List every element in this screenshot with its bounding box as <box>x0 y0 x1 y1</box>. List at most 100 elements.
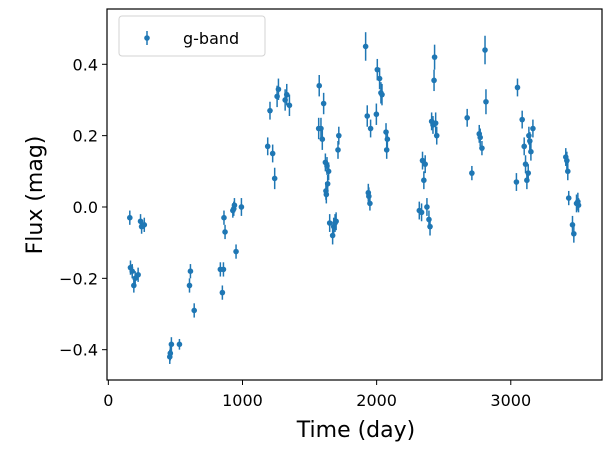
data-marker <box>564 157 570 164</box>
plot-area <box>106 8 603 381</box>
data-point <box>168 337 175 352</box>
data-point <box>264 137 271 156</box>
data-marker <box>431 77 437 84</box>
legend: g-band <box>118 15 266 57</box>
data-point <box>477 128 483 147</box>
data-point <box>238 198 245 216</box>
data-point <box>384 130 391 149</box>
data-point <box>418 203 425 222</box>
data-marker <box>424 204 430 210</box>
data-marker <box>329 232 336 239</box>
data-marker <box>431 54 438 60</box>
data-point <box>319 128 326 150</box>
data-point <box>336 126 342 145</box>
data-marker <box>514 84 521 91</box>
data-marker <box>187 268 194 274</box>
data-point <box>427 217 433 236</box>
data-point <box>275 78 282 100</box>
data-marker <box>376 75 383 82</box>
data-marker <box>513 179 520 185</box>
data-marker <box>526 132 532 139</box>
data-marker <box>333 218 339 225</box>
data-marker <box>286 102 293 109</box>
data-marker <box>367 200 373 207</box>
data-point <box>127 210 133 225</box>
legend-box <box>118 15 266 57</box>
data-marker <box>186 282 193 289</box>
y-tick-label: −0.4 <box>59 341 98 360</box>
data-point <box>565 190 572 206</box>
data-marker <box>176 341 183 348</box>
data-marker <box>127 214 133 221</box>
data-marker <box>464 115 470 121</box>
data-point <box>135 267 141 282</box>
data-point <box>141 217 148 232</box>
data-point <box>186 278 193 293</box>
data-marker <box>521 143 527 150</box>
data-point <box>333 212 339 231</box>
data-marker <box>482 47 488 53</box>
data-point <box>519 110 525 129</box>
data-point <box>129 264 136 279</box>
x-tick-label: 1000 <box>222 391 263 410</box>
data-point <box>316 74 323 97</box>
data-marker <box>575 202 582 209</box>
data-point <box>528 142 534 161</box>
data-marker <box>336 132 342 139</box>
data-point <box>469 165 475 181</box>
data-point <box>530 119 536 138</box>
data-point <box>324 174 331 193</box>
data-point <box>267 101 273 120</box>
data-marker <box>362 43 369 50</box>
data-marker <box>432 120 439 126</box>
data-point <box>479 140 485 156</box>
x-axis-label: Time (day) <box>296 418 415 443</box>
data-marker <box>324 180 331 187</box>
axis-ticks: 0 1000 2000 3000 −0.4 −0.2 0.0 0.2 0.4 <box>59 55 531 410</box>
data-marker <box>519 116 525 123</box>
data-marker <box>231 202 238 209</box>
data-marker <box>325 168 332 175</box>
data-marker <box>367 125 374 132</box>
data-marker <box>364 113 371 119</box>
data-marker <box>522 161 529 167</box>
data-point <box>283 83 290 106</box>
data-marker <box>323 191 330 198</box>
data-marker <box>383 147 390 153</box>
data-point <box>432 112 439 134</box>
data-point <box>221 210 227 225</box>
data-point <box>376 67 383 90</box>
data-marker <box>528 148 534 155</box>
data-marker <box>530 125 536 132</box>
data-point <box>575 198 582 213</box>
data-point <box>220 262 227 277</box>
data-marker <box>283 91 290 98</box>
data-marker <box>418 209 425 216</box>
data-marker <box>219 289 226 296</box>
data-marker <box>571 230 577 237</box>
legend-marker <box>144 35 150 41</box>
data-marker <box>233 248 239 255</box>
data-marker <box>222 229 228 235</box>
data-point <box>374 58 381 81</box>
data-point <box>422 155 428 174</box>
data-marker <box>264 143 271 150</box>
data-marker <box>384 136 391 143</box>
y-tick-label: −0.2 <box>59 269 98 288</box>
data-point <box>424 198 430 216</box>
data-point <box>323 185 330 204</box>
data-marker <box>427 223 433 230</box>
data-point <box>326 214 333 232</box>
data-point <box>421 171 427 190</box>
data-marker <box>374 66 381 73</box>
data-point <box>483 89 489 115</box>
data-point <box>571 224 577 243</box>
data-marker <box>191 307 197 314</box>
data-point <box>514 78 521 97</box>
y-tick-label: 0.4 <box>73 55 98 74</box>
data-marker <box>238 204 245 210</box>
data-point <box>513 173 520 191</box>
data-point <box>187 264 194 279</box>
data-marker <box>267 107 273 114</box>
